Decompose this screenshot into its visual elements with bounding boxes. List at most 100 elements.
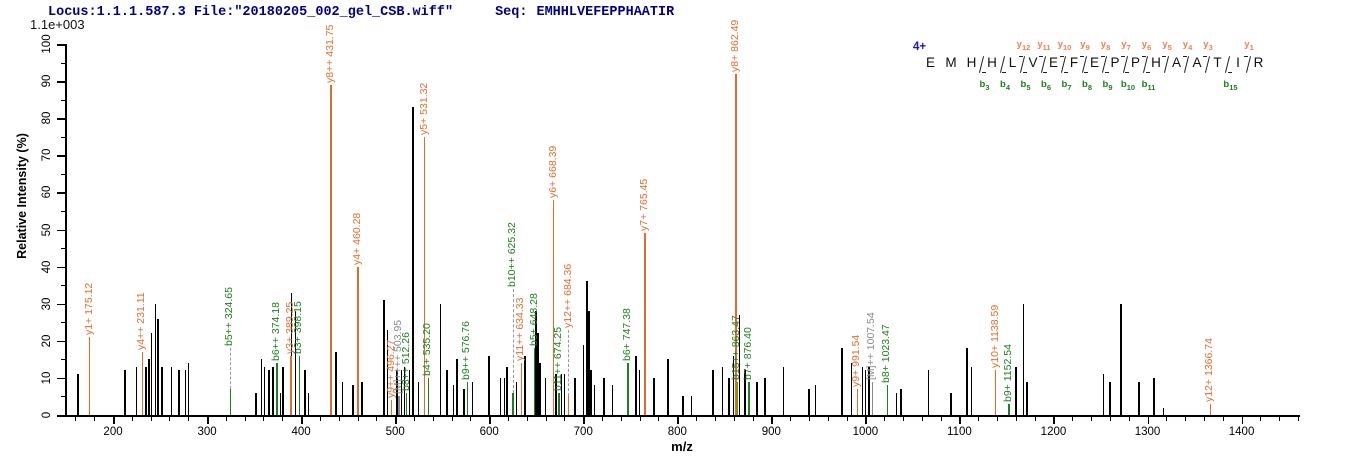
y-tick-label: 70 — [41, 148, 53, 162]
sequence-title-group: Seq: EMHHLVEFEPPHAATIR — [495, 5, 674, 20]
x-minor-tick — [1166, 416, 1168, 421]
peak-label: b6+ 747.38 — [620, 308, 633, 362]
x-axis-line — [65, 415, 1300, 417]
peak-b-ion — [748, 381, 750, 415]
peak-label: b7+ 876.40 — [742, 326, 755, 380]
divider-bottom-tick — [1063, 72, 1068, 73]
y-minor-tick — [61, 173, 65, 175]
peak-unassigned — [590, 370, 592, 415]
peak-unassigned — [290, 292, 293, 415]
x-minor-tick — [357, 416, 359, 421]
y-major-tick — [57, 415, 65, 417]
peak-b-ion — [466, 381, 469, 415]
x-tick-label: 1200 — [1040, 426, 1067, 438]
x-tick-label: 700 — [573, 426, 593, 438]
y-major-tick — [57, 340, 65, 343]
y-major-tick — [57, 81, 65, 83]
peak-b-ion — [558, 392, 560, 415]
x-minor-tick — [75, 416, 77, 421]
peak-label: y9+ 991.54 — [850, 334, 863, 388]
peak-unassigned — [861, 366, 864, 415]
peak-unassigned — [544, 377, 547, 415]
b-ion-marker: b4 — [1000, 79, 1010, 92]
peak-unassigned — [184, 370, 187, 415]
x-minor-tick — [921, 416, 923, 421]
divider-top-tick — [1244, 56, 1248, 57]
peak-label: y7+ 765.45 — [637, 178, 650, 232]
x-minor-tick — [564, 416, 566, 421]
peak-unassigned — [268, 370, 270, 415]
peak-unassigned — [574, 377, 576, 415]
peak-unassigned — [400, 370, 403, 415]
peak-label: b4+ 535.20 — [421, 323, 434, 376]
peak-unassigned — [1015, 366, 1017, 415]
peak-unassigned — [124, 370, 126, 415]
peak-label: b3+ 398.15 — [292, 300, 305, 354]
x-minor-tick — [1128, 416, 1130, 421]
peak-unassigned — [756, 381, 758, 415]
peak-unassigned — [539, 363, 541, 415]
peak-unassigned — [732, 355, 735, 415]
x-minor-tick — [338, 416, 340, 421]
sequence-text: EMHHLVEFEPPHAATIR — [536, 5, 675, 20]
peak-label: b5++ 324.65 — [223, 287, 236, 347]
residue-letter: I — [1236, 55, 1240, 70]
peak-unassigned — [452, 385, 455, 415]
y-minor-tick — [61, 62, 65, 64]
divider-top-tick — [1182, 56, 1187, 57]
x-minor-tick — [545, 416, 547, 421]
x-major-tick — [865, 416, 867, 424]
y-major-tick — [57, 229, 65, 231]
peak-unassigned — [560, 374, 563, 415]
x-minor-tick — [1298, 416, 1299, 421]
y-tick-label: 40 — [41, 260, 53, 273]
peak-y-ion — [567, 396, 570, 415]
peak-unassigned — [900, 389, 902, 415]
peak-label-pointer — [568, 329, 570, 397]
x-minor-tick — [903, 416, 904, 421]
peak-unassigned — [1120, 303, 1122, 415]
y-tick-label: 20 — [41, 334, 53, 348]
peak-unassigned — [638, 370, 641, 415]
peak-label: b9++ 576.76 — [460, 320, 473, 380]
divider-top-tick — [1100, 56, 1105, 57]
peak-unassigned — [586, 281, 588, 415]
x-minor-tick — [225, 416, 227, 421]
divider-top-tick — [1039, 56, 1043, 57]
y-axis-line — [65, 44, 67, 416]
y-minor-tick — [61, 322, 65, 324]
x-axis-title: m/z — [671, 439, 693, 454]
b-ion-marker: b7 — [1061, 79, 1072, 92]
residue-letter: M — [945, 55, 957, 70]
x-major-tick — [677, 416, 679, 424]
x-tick-label: 200 — [103, 426, 123, 438]
peak-unassigned — [682, 396, 684, 415]
x-minor-tick — [1222, 416, 1224, 421]
x-major-tick — [771, 416, 773, 424]
y-minor-tick — [61, 285, 65, 287]
residue-letter: T — [1213, 55, 1222, 70]
x-minor-tick — [1203, 416, 1205, 421]
peak-unassigned — [537, 333, 539, 415]
peak-unassigned — [412, 107, 414, 415]
peak-unassigned — [282, 366, 284, 415]
peak-unassigned — [1138, 381, 1140, 415]
x-minor-tick — [978, 416, 980, 421]
divider-top-tick — [1059, 56, 1064, 57]
peak-unassigned — [728, 377, 730, 415]
peak-unassigned — [408, 370, 411, 415]
peak-unassigned — [555, 374, 557, 415]
y-ion-marker: y9 — [1080, 39, 1090, 52]
y-major-tick — [57, 118, 65, 120]
y-major-tick — [57, 303, 65, 306]
b-ion-marker: b10 — [1120, 79, 1136, 92]
peak-unassigned — [1102, 374, 1105, 415]
x-minor-tick — [470, 416, 472, 421]
peak-unassigned — [712, 370, 714, 415]
peak-unassigned — [506, 366, 508, 415]
x-minor-tick — [997, 416, 999, 421]
peak-unassigned — [396, 370, 398, 415]
peak-y-ion — [88, 337, 91, 415]
